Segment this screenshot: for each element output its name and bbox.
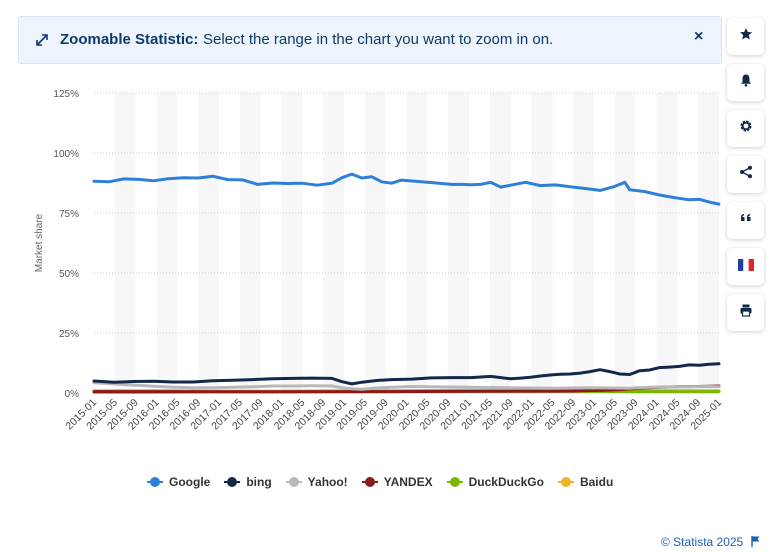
legend-item-yahoo-[interactable]: Yahoo! — [285, 475, 348, 489]
expand-arrows-icon — [35, 33, 49, 47]
y-axis-title: Market share — [34, 213, 45, 272]
french-flag-icon — [737, 258, 754, 276]
legend-marker — [285, 477, 302, 487]
quote-icon — [739, 211, 753, 230]
banner-bold-label: Zoomable Statistic: — [60, 31, 199, 48]
legend-label: bing — [246, 475, 272, 489]
legend-marker — [147, 477, 163, 487]
credit-text: © Statista 2025 — [661, 535, 744, 549]
plot-band — [698, 93, 719, 393]
statista-credit[interactable]: © Statista 2025 — [661, 535, 760, 550]
y-tick-label: 50% — [59, 269, 79, 280]
y-tick-label: 75% — [59, 209, 79, 220]
legend-label: Google — [169, 475, 211, 489]
plot-band — [489, 93, 511, 393]
legend-item-google[interactable]: Google — [147, 475, 210, 489]
y-tick-label: 100% — [53, 149, 79, 160]
legend-item-duckduckgo[interactable]: DuckDuckGo — [446, 475, 544, 489]
plot-band — [406, 93, 428, 393]
plot-band — [239, 93, 261, 393]
zoom-info-banner: Zoomable Statistic: Select the range in … — [18, 16, 722, 64]
close-banner-button[interactable]: × — [694, 28, 704, 45]
flag-icon — [750, 536, 760, 550]
share-icon — [739, 165, 753, 184]
chart-legend: Google bing Yahoo! YANDEX DuckDuckGo Baidu — [147, 475, 613, 489]
y-tick-label: 25% — [59, 329, 79, 340]
series-line-bing — [92, 362, 721, 386]
legend-label: Yahoo! — [307, 475, 348, 489]
legend-label: Baidu — [579, 475, 614, 489]
gear-icon — [739, 119, 753, 138]
plot-band — [364, 93, 386, 393]
legend-marker — [224, 477, 241, 487]
plot-band — [198, 93, 219, 393]
print-button[interactable] — [727, 294, 764, 331]
printer-icon — [739, 303, 753, 322]
plot-band — [448, 93, 469, 393]
plot-band — [614, 93, 636, 393]
y-tick-label: 0% — [65, 389, 80, 400]
legend-marker — [446, 477, 463, 487]
plot-band — [114, 93, 136, 393]
legend-label: DuckDuckGo — [468, 475, 544, 489]
y-tick-label: 125% — [53, 89, 79, 100]
plot-band — [323, 93, 344, 393]
plot-band — [156, 93, 178, 393]
series-line-google — [92, 172, 721, 206]
legend-label: YANDEX — [383, 475, 433, 489]
legend-item-bing[interactable]: bing — [224, 475, 272, 489]
language-button[interactable] — [727, 248, 764, 285]
plot-band — [281, 93, 303, 393]
notification-button[interactable] — [727, 64, 764, 101]
legend-item-baidu[interactable]: Baidu — [557, 475, 614, 489]
legend-marker — [361, 477, 378, 487]
plot-band — [656, 93, 678, 393]
banner-message: Select the range in the chart you want t… — [203, 31, 554, 48]
legend-item-yandex[interactable]: YANDEX — [361, 475, 433, 489]
legend-marker — [557, 477, 574, 487]
plot-band — [531, 93, 553, 393]
star-icon — [739, 27, 753, 46]
settings-button[interactable] — [727, 110, 764, 147]
plot-band — [573, 93, 594, 393]
share-button[interactable] — [727, 156, 764, 193]
favorite-button[interactable] — [727, 18, 764, 55]
bell-icon — [739, 73, 753, 92]
cite-button[interactable] — [727, 202, 764, 239]
series-line-yahoo- — [92, 381, 721, 391]
